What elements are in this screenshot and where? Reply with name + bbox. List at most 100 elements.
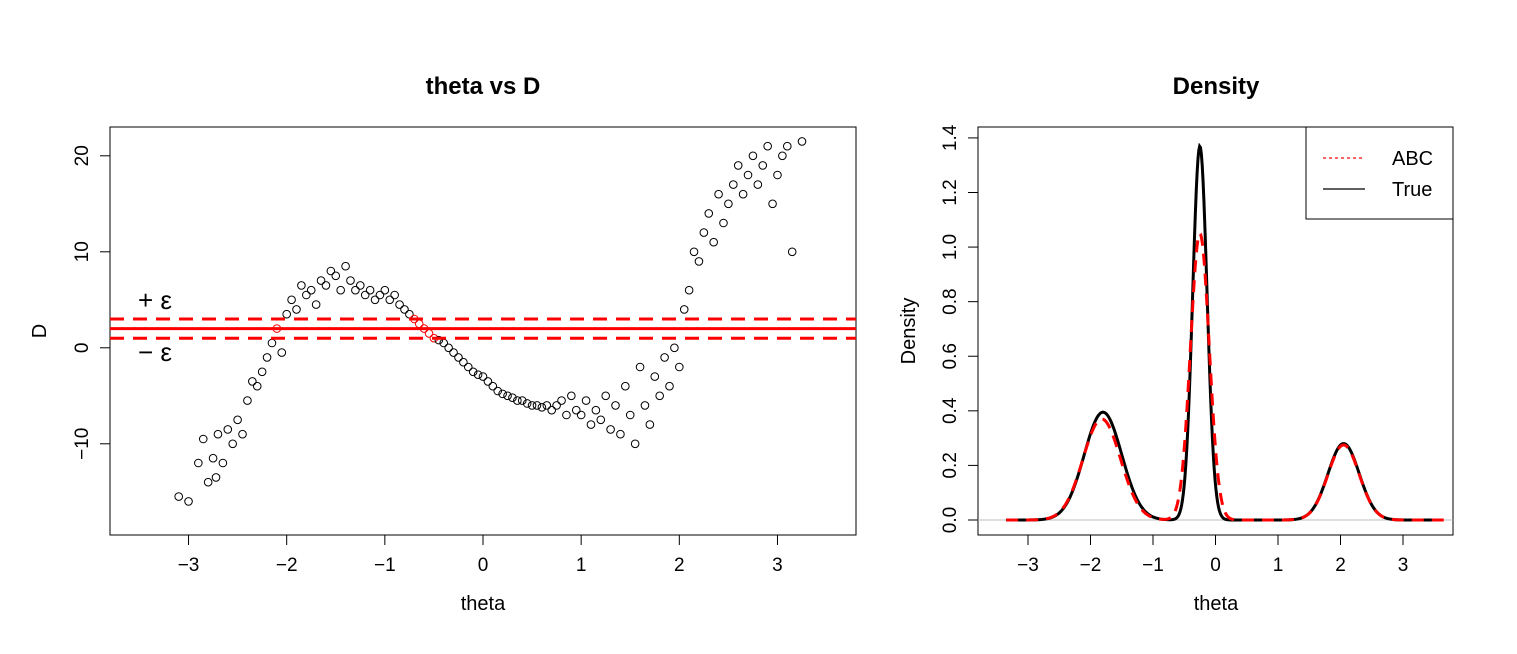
scatter-point — [184, 497, 193, 506]
density-y-label: Density — [898, 298, 920, 365]
density-x-label: theta — [1194, 593, 1239, 615]
scatter-point — [778, 151, 787, 161]
scatter-point — [459, 357, 468, 367]
scatter-point — [782, 141, 792, 151]
scatter-point — [395, 300, 404, 309]
legend-true-label: True — [1392, 179, 1432, 201]
scatter-x-label: theta — [461, 593, 506, 615]
scatter-point — [571, 405, 581, 415]
scatter-point — [321, 281, 331, 290]
scatter-point — [198, 434, 208, 444]
scatter-point — [252, 381, 262, 391]
scatter-point — [390, 290, 399, 300]
scatter-point — [758, 161, 768, 170]
scatter-point — [483, 377, 493, 386]
scatter-point — [645, 420, 655, 429]
scatter-point — [527, 401, 537, 410]
scatter-point — [370, 295, 380, 305]
scatter-x-tick-label: 0 — [478, 555, 489, 576]
scatter-point — [665, 381, 674, 391]
scatter-x-tick-label: −3 — [178, 555, 200, 576]
scatter-point — [341, 261, 350, 271]
scatter-point — [616, 429, 625, 439]
scatter-point — [650, 372, 660, 381]
scatter-point — [508, 393, 517, 403]
scatter-x-tick-label: 1 — [576, 555, 587, 576]
scatter-point — [292, 305, 301, 314]
scatter-y-axis: −10 0 10 20 — [72, 145, 111, 460]
scatter-point — [503, 391, 512, 401]
scatter-point — [625, 410, 635, 420]
scatter-point — [257, 367, 267, 377]
scatter-point — [287, 295, 296, 305]
scatter-point — [581, 396, 591, 405]
scatter-point — [729, 180, 738, 189]
scatter-point — [248, 377, 257, 386]
scatter-x-tick-label: −1 — [374, 555, 396, 576]
scatter-point — [567, 391, 576, 401]
scatter-point — [635, 362, 645, 372]
scatter-point — [753, 180, 763, 189]
scatter-point — [498, 389, 507, 399]
scatter-point — [449, 348, 458, 357]
scatter-point — [562, 410, 571, 420]
scatter-point — [552, 401, 561, 410]
scatter-point — [203, 477, 213, 487]
scatter-y-tick-label: 20 — [72, 145, 93, 166]
scatter-point — [547, 405, 557, 415]
scatter-point — [743, 170, 753, 180]
scatter-x-tick-label: 2 — [674, 555, 685, 576]
density-y-tick-label: 1.4 — [940, 124, 961, 151]
scatter-point — [532, 401, 542, 410]
legend-box — [1305, 126, 1454, 220]
scatter-point — [694, 257, 704, 266]
scatter-point — [356, 281, 365, 290]
density-x-tick-label: −1 — [1142, 555, 1164, 576]
scatter-point — [336, 285, 345, 295]
scatter-point — [591, 405, 601, 415]
scatter-point — [351, 285, 360, 295]
scatter-y-tick-label: −10 — [72, 428, 93, 460]
density-y-tick-label: 0.6 — [940, 343, 961, 369]
scatter-point — [787, 247, 797, 257]
scatter-point — [679, 305, 689, 314]
scatter-point — [748, 151, 758, 161]
density-y-axis: 0.0 0.2 0.4 0.6 0.8 1.0 1.2 1.4 — [940, 124, 979, 533]
scatter-x-tick-label: −2 — [276, 555, 298, 576]
scatter-point — [488, 381, 498, 391]
scatter-plot-box — [109, 126, 857, 536]
scatter-title: theta vs D — [426, 73, 541, 100]
density-abc-curve — [1006, 231, 1450, 522]
scatter-point — [213, 429, 223, 439]
scatter-point — [542, 401, 552, 410]
scatter-point — [797, 137, 807, 146]
scatter-point — [733, 161, 743, 170]
density-y-tick-label: 0.8 — [940, 288, 961, 314]
scatter-point — [434, 335, 444, 345]
scatter-x-tick-label: 3 — [772, 555, 783, 576]
scatter-point — [640, 401, 650, 410]
density-y-tick-label: 1.0 — [940, 234, 961, 260]
scatter-point — [405, 309, 414, 319]
scatter-point — [655, 391, 664, 401]
density-x-tick-label: 3 — [1398, 555, 1409, 576]
scatter-point — [233, 415, 242, 425]
scatter-point — [454, 353, 463, 362]
scatter-point — [738, 189, 748, 199]
scatter-point — [243, 396, 252, 405]
scatter-point — [621, 381, 630, 391]
scatter-point — [218, 458, 228, 468]
scatter-point — [194, 458, 203, 468]
density-y-tick-label: 0.0 — [940, 507, 961, 533]
scatter-point — [223, 425, 233, 434]
scatter-point — [522, 399, 532, 408]
scatter-point — [380, 285, 390, 295]
scatter-point — [311, 300, 321, 309]
density-x-tick-label: 1 — [1273, 555, 1284, 576]
scatter-point — [768, 199, 777, 209]
scatter-point — [684, 285, 694, 295]
scatter-point — [513, 396, 522, 405]
density-curves — [1006, 142, 1450, 522]
